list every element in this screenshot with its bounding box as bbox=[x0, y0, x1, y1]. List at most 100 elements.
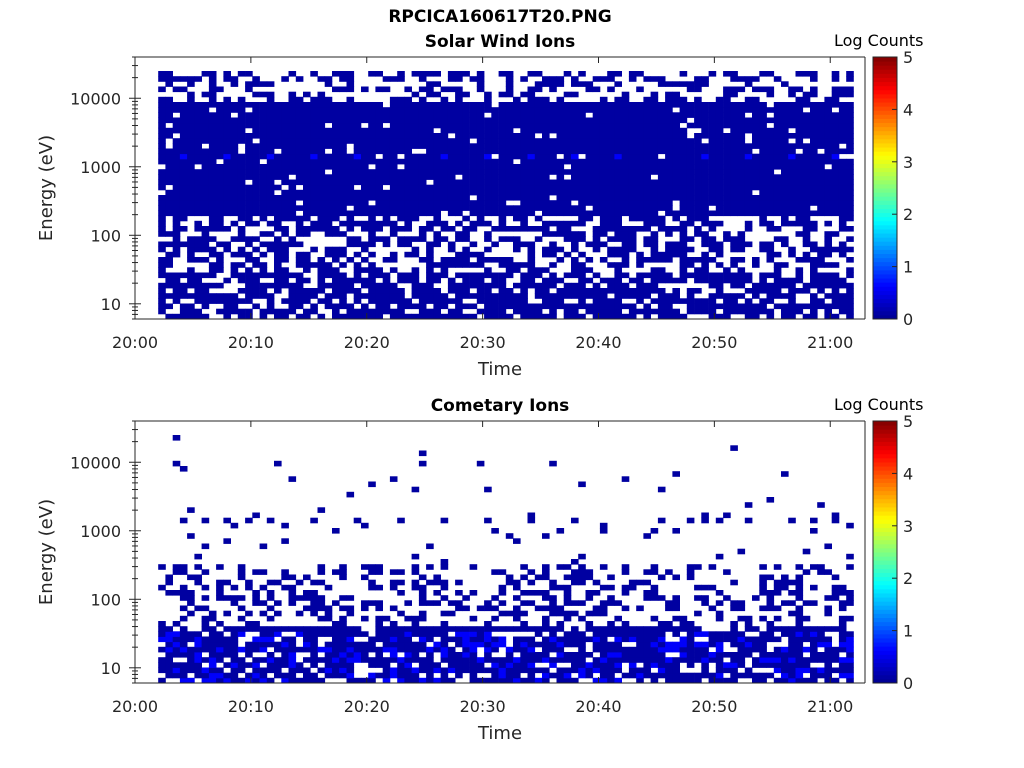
heatmap-cell bbox=[368, 241, 376, 248]
heatmap-cell bbox=[571, 236, 579, 242]
heatmap-cell bbox=[810, 298, 818, 304]
heatmap-cell bbox=[274, 236, 282, 242]
heatmap-cell bbox=[781, 81, 789, 87]
heatmap-cell bbox=[628, 231, 637, 237]
heatmap-cell bbox=[686, 138, 695, 144]
heatmap-cell bbox=[339, 646, 347, 653]
heatmap-cell bbox=[571, 662, 579, 668]
heatmap-cell bbox=[513, 667, 521, 674]
heatmap-cell bbox=[686, 81, 695, 87]
heatmap-cell bbox=[527, 257, 536, 263]
heatmap-cell bbox=[752, 86, 760, 93]
heatmap-cell bbox=[730, 169, 738, 175]
heatmap-cell bbox=[527, 179, 536, 186]
heatmap-cell bbox=[810, 112, 818, 118]
heatmap-cell bbox=[346, 303, 355, 310]
heatmap-cell bbox=[563, 610, 572, 617]
heatmap-cell bbox=[838, 667, 847, 674]
heatmap-cell bbox=[715, 600, 724, 606]
heatmap-cell bbox=[665, 81, 673, 87]
heatmap-cell bbox=[172, 241, 181, 248]
heatmap-cell bbox=[701, 257, 709, 263]
heatmap-cell bbox=[715, 133, 724, 139]
heatmap-cell bbox=[476, 205, 485, 211]
heatmap-cell bbox=[440, 138, 449, 144]
heatmap-cell bbox=[614, 262, 622, 268]
heatmap-cell bbox=[831, 71, 840, 77]
heatmap-cell bbox=[237, 564, 246, 570]
heatmap-cell bbox=[237, 262, 246, 268]
heatmap-cell bbox=[599, 220, 608, 227]
heatmap-cell bbox=[476, 81, 485, 87]
heatmap-cell bbox=[353, 646, 362, 653]
colorbar-label-top: Log Counts bbox=[834, 31, 924, 50]
heatmap-cell bbox=[542, 117, 550, 124]
heatmap-cell bbox=[223, 308, 231, 315]
heatmap-cell bbox=[245, 652, 253, 658]
heatmap-cell bbox=[317, 569, 326, 575]
heatmap-cell bbox=[187, 293, 195, 299]
heatmap-cell bbox=[694, 169, 702, 175]
heatmap-cell bbox=[708, 564, 717, 570]
heatmap-cell bbox=[643, 657, 651, 663]
heatmap-cell bbox=[788, 143, 796, 149]
heatmap-cell bbox=[266, 308, 275, 315]
heatmap-cell bbox=[628, 153, 637, 160]
colorbar-tick-label: 2 bbox=[903, 205, 913, 224]
heatmap-cell bbox=[781, 574, 789, 581]
heatmap-cell bbox=[614, 277, 622, 284]
heatmap-cell bbox=[513, 657, 521, 663]
heatmap-cell bbox=[303, 117, 311, 124]
heatmap-cell bbox=[440, 672, 449, 679]
heatmap-cell bbox=[368, 169, 376, 175]
heatmap-cell bbox=[520, 164, 528, 170]
heatmap-cell bbox=[404, 657, 412, 663]
heatmap-cell bbox=[397, 662, 405, 668]
heatmap-cell bbox=[614, 626, 622, 632]
heatmap-cell bbox=[187, 102, 195, 108]
heatmap-cell bbox=[527, 657, 536, 663]
heatmap-cell bbox=[607, 174, 615, 180]
heatmap-cell bbox=[397, 277, 405, 284]
heatmap-cell bbox=[607, 288, 615, 294]
heatmap-cell bbox=[433, 631, 441, 637]
heatmap-cell bbox=[694, 158, 702, 165]
heatmap-cell bbox=[361, 205, 369, 211]
heatmap-cell bbox=[585, 257, 594, 263]
heatmap-cell bbox=[455, 122, 463, 129]
heatmap-cell bbox=[534, 86, 543, 93]
heatmap-cell bbox=[426, 543, 434, 550]
heatmap-cell bbox=[411, 282, 420, 289]
heatmap-cell bbox=[534, 626, 543, 632]
heatmap-cell bbox=[752, 102, 760, 108]
heatmap-cell bbox=[781, 626, 789, 632]
heatmap-cell bbox=[621, 122, 630, 129]
heatmap-cell bbox=[599, 96, 608, 103]
heatmap-cell bbox=[788, 677, 796, 684]
heatmap-cell bbox=[158, 122, 166, 129]
heatmap-cell bbox=[469, 590, 478, 596]
heatmap-cell bbox=[788, 153, 796, 160]
heatmap-cell bbox=[447, 241, 456, 248]
heatmap-cell bbox=[230, 133, 239, 139]
heatmap-cell bbox=[694, 112, 702, 118]
heatmap-cell bbox=[614, 122, 622, 129]
heatmap-cell bbox=[455, 282, 463, 289]
heatmap-cell bbox=[317, 205, 326, 211]
heatmap-cell bbox=[643, 215, 651, 222]
heatmap-cell bbox=[701, 231, 709, 237]
heatmap-cell bbox=[433, 646, 441, 653]
heatmap-cell bbox=[737, 236, 746, 242]
heatmap-cell bbox=[752, 143, 760, 149]
heatmap-cell bbox=[824, 303, 832, 310]
heatmap-cell bbox=[274, 164, 282, 170]
heatmap-cell bbox=[404, 236, 412, 242]
heatmap-cell bbox=[578, 133, 586, 139]
heatmap-cell bbox=[810, 564, 818, 570]
heatmap-cell bbox=[838, 672, 847, 679]
heatmap-cell bbox=[636, 272, 644, 279]
heatmap-cell bbox=[715, 158, 724, 165]
heatmap-cell bbox=[592, 236, 601, 242]
heatmap-cell bbox=[332, 277, 340, 284]
heatmap-cell bbox=[730, 298, 738, 304]
